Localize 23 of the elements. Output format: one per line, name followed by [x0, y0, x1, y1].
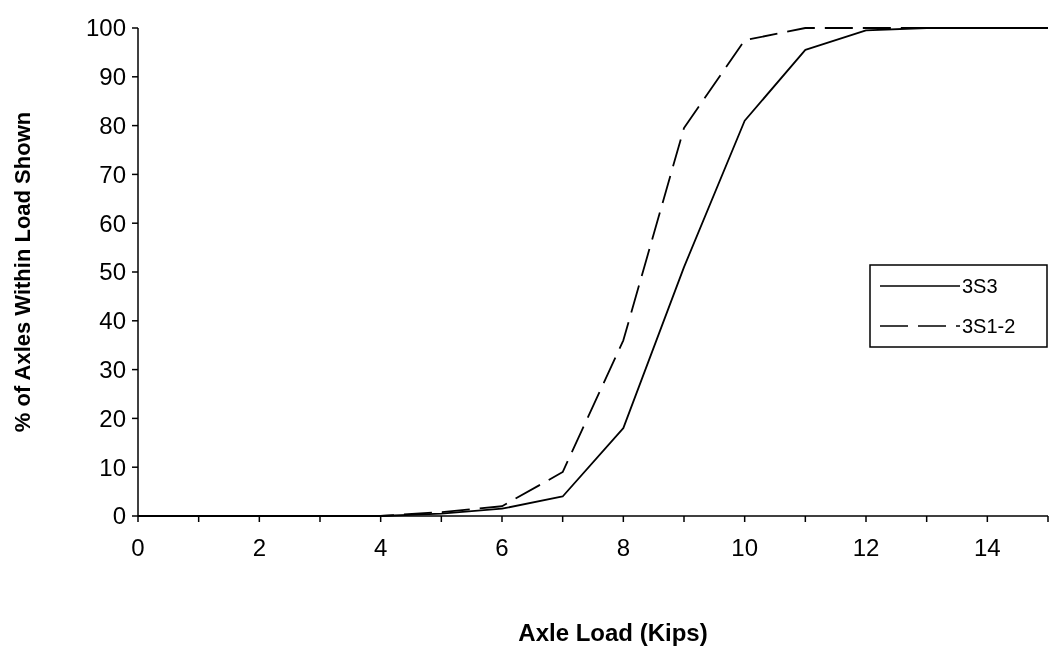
y-tick-label: 0: [112, 502, 126, 530]
x-tick-label: 4: [373, 534, 388, 561]
y-tick-label: 50: [99, 258, 126, 286]
y-tick-label: 20: [99, 404, 126, 432]
x-tick-label: 2: [252, 534, 267, 561]
y-tick-label: 90: [99, 63, 126, 91]
y-tick-label: 30: [99, 356, 126, 383]
y-axis-title: % of Axles Within Load Shown: [10, 111, 35, 433]
x-tick-label: 12: [852, 534, 880, 561]
legend-label: 3S1-2: [962, 315, 1016, 337]
y-tick-label: 10: [99, 453, 126, 481]
x-tick-label: 8: [616, 534, 631, 561]
x-axis-title: Axle Load (Kips): [518, 619, 708, 646]
x-tick-label: 0: [131, 534, 145, 561]
y-tick-label: 70: [99, 160, 126, 188]
x-tick-label: 10: [731, 534, 759, 561]
legend-label: 3S3: [962, 275, 998, 297]
y-tick-label: 100: [85, 14, 126, 42]
y-tick-label: 60: [99, 209, 126, 237]
x-tick-label: 14: [973, 534, 1001, 561]
y-tick-label: 40: [99, 307, 126, 335]
x-tick-label: 6: [495, 534, 509, 561]
y-tick-label: 80: [99, 112, 126, 139]
